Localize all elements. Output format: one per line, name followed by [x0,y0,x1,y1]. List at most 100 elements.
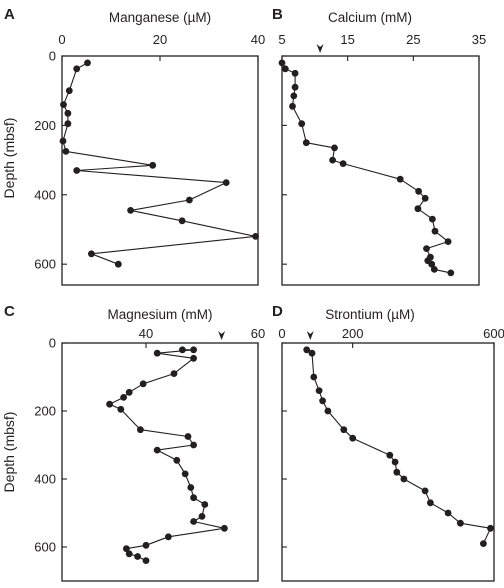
panel-a-xtick-label: 0 [58,32,65,47]
panel-b-data-point [415,187,422,195]
panel-d-data-point [310,373,318,381]
panel-b-data-point [421,194,429,202]
panel-a-ytick-label: 200 [34,118,56,133]
panel-c-data-point [123,545,130,553]
panel-c-ytick-label: 200 [34,404,56,419]
panel-b-data-point [298,120,306,128]
panel-b-data-point [444,238,452,246]
panel-c-data-point [221,524,228,532]
panel-b-data-point [290,92,298,100]
panel-c-data-point [201,501,209,508]
panel-a-ytick-label: 600 [34,257,56,272]
panel-a-data-point [178,217,186,225]
panel-a-data-point [186,196,193,204]
panel-a-data-point [84,59,91,67]
panel-c-ytick-label: 400 [34,472,56,487]
panel-b-data-point [430,266,438,273]
panel-b-xtick-label: 25 [406,32,420,47]
panel-c-data-point [173,456,181,464]
panel-c-data-point [190,441,198,449]
panel-b: B Calcium (mM) 5 15 25 35 [272,6,486,286]
panel-c-ylabel: Depth (mbsf) [1,412,17,493]
panel-c-data-point [190,518,198,525]
panel-d-xtick-label: 0 [278,326,285,341]
panel-b-data-point [423,245,430,253]
panel-b-data-point [302,139,310,147]
panel-a-data-point [222,179,230,187]
panel-d-data-point [480,540,487,547]
panel-b-xtick-label: 15 [340,32,354,47]
panel-a-data-point [88,250,95,258]
panel-c-data-point [165,533,172,541]
panel-a-data-point [114,260,122,268]
panel-b-data-point [281,65,289,73]
panel-c-data-point [198,513,206,520]
panel-a-data-point [60,101,67,108]
panel-b-data-point [428,260,436,268]
panel-d-series-line [306,349,492,544]
panel-c-data-point [179,346,186,354]
panel-a-data-point [252,233,259,240]
panel-a-xtick-label: 20 [153,32,167,47]
panel-d-frame [281,342,495,582]
panel-d-xtick-label: 600 [483,326,504,341]
panel-a: A Manganese (µM) Depth (mbsf) 0 20 4002004… [1,6,265,286]
panel-b-data-point [339,160,347,168]
panel-b-title: Calcium (mM) [328,10,412,25]
panel-b-data-point [291,83,299,91]
panel-d-xtick-label: 200 [342,326,364,341]
panel-c-data-point [134,553,142,560]
panel-c-letter: C [4,303,15,320]
panel-b-data-point [414,205,422,213]
panel-d-data-point [324,407,332,415]
panel-d-reference-arrow [306,331,314,340]
panel-b-data-point [396,175,404,183]
panel-c-data-point [187,484,195,491]
panel-d-data-point [421,487,429,495]
panel-c-ytick-label: 600 [34,540,56,555]
panel-a-data-point [59,137,67,145]
panel-b-data-point [329,156,336,164]
panel-a-data-point [64,120,72,128]
panel-d-axes: 0 200 600 [278,326,504,548]
panel-a-ytick-label: 400 [34,187,56,202]
panel-b-xtick-label: 5 [278,32,285,47]
panel-d-title: Strontium (µM) [325,307,415,322]
panel-c-data-point [190,354,198,362]
panel-d-data-point [427,499,434,507]
panel-c-data-point [170,370,178,377]
panel-d-data-point [303,346,311,354]
panel-b-data-point [431,227,439,235]
panel-c-data-point [181,470,189,478]
panel-d-data-point [487,524,494,532]
panel-c-data-point [153,349,161,357]
panel-d-data-point [386,451,394,459]
panel-d-data-point [391,458,399,466]
panel-b-data-point [331,144,338,152]
panel-c-data-point [117,405,125,413]
panel-b-data-point [289,102,296,110]
panel-b-frame [281,55,480,286]
panel-c: C Magnesium (mM) Depth (mbsf) 40 60020040… [1,303,265,582]
panel-c-data-point [190,494,198,502]
panel-d-letter: D [272,303,283,320]
panel-b-data-point [278,59,286,67]
panel-c-data-point [125,388,133,396]
panel-a-ytick-label: 0 [49,49,56,64]
panel-a-data-point [62,148,70,155]
panel-a-letter: A [4,6,15,23]
panel-b-xtick-label: 35 [472,32,486,47]
panel-d-data-point [393,468,401,476]
panel-a-data-point [73,65,81,73]
panel-c-data-point [142,557,150,564]
panel-c-data-point [120,394,127,401]
panel-c-ytick-label: 0 [49,336,56,351]
panel-c-data-point [137,426,144,434]
panel-b-data-point [291,69,299,77]
panel-b-series-line [281,62,451,274]
panel-c-data-point [106,400,113,408]
panel-c-frame [61,342,259,582]
panel-d-data-point [457,519,464,527]
